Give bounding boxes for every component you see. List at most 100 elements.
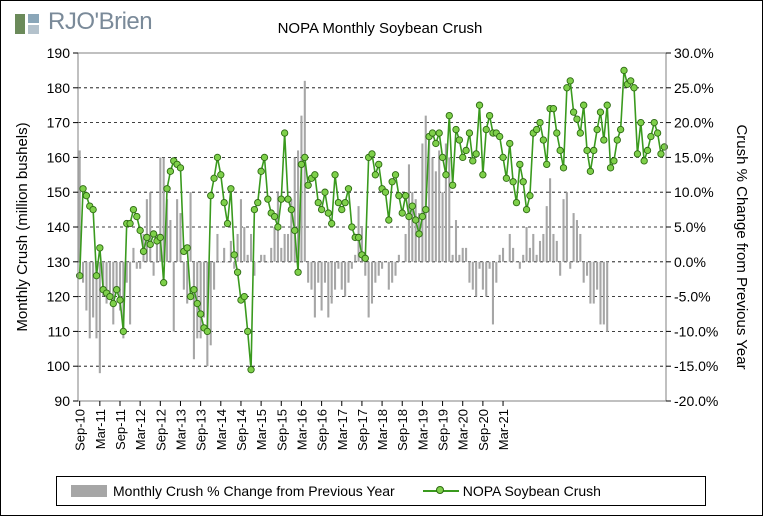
- bar-mark: [488, 261, 491, 269]
- bar-mark: [575, 220, 579, 262]
- line-point: [610, 157, 618, 165]
- line-point: [294, 268, 302, 276]
- line-point: [280, 129, 289, 137]
- bar-mark: [229, 240, 232, 262]
- line-point: [338, 205, 346, 214]
- line-point: [217, 171, 225, 179]
- line-point: [522, 205, 531, 214]
- x-tick-label: Mar-19: [415, 409, 430, 450]
- line-point: [112, 285, 121, 294]
- left-tick-label: 170: [47, 115, 71, 131]
- bar-mark: [102, 261, 105, 297]
- line-point: [643, 146, 652, 155]
- line-point: [512, 198, 521, 207]
- bar-mark: [508, 233, 511, 262]
- line-point: [452, 125, 460, 134]
- line-point: [432, 139, 440, 148]
- bar-mark: [333, 261, 337, 290]
- line-point: [603, 101, 611, 109]
- bar-mark: [219, 261, 222, 263]
- bar-mark: [209, 261, 212, 346]
- line-point: [126, 219, 134, 228]
- bar-mark: [478, 261, 481, 269]
- bar-mark: [552, 233, 555, 262]
- line-point: [176, 164, 185, 172]
- line-point: [415, 230, 423, 238]
- line-point: [257, 167, 265, 175]
- bar-mark: [340, 261, 343, 290]
- bar-mark: [448, 157, 451, 262]
- line-point: [166, 167, 175, 175]
- bar-mark: [518, 261, 521, 269]
- line-point: [109, 299, 117, 308]
- bar-mark: [159, 157, 162, 262]
- line-point: [526, 192, 534, 200]
- line-point: [590, 146, 598, 155]
- right-tick-label: 20.0%: [674, 115, 714, 131]
- bar-mark: [428, 136, 431, 262]
- left-tick-label: 160: [47, 149, 71, 165]
- line-point: [465, 129, 474, 137]
- line-point: [630, 84, 638, 92]
- right-tick-label: 0.0%: [674, 254, 706, 270]
- bar-mark: [411, 192, 414, 262]
- right-tick-label: 25.0%: [674, 80, 714, 96]
- right-tick-label: 30.0%: [674, 45, 714, 61]
- line-point: [438, 153, 447, 162]
- line-point: [422, 205, 430, 214]
- x-tick-label: Sep-19: [436, 409, 451, 451]
- line-point: [207, 192, 215, 200]
- x-tick-label: Sep-11: [113, 409, 128, 450]
- line-point: [146, 240, 154, 249]
- bar-mark: [414, 199, 417, 262]
- x-tick-label: Mar-13: [173, 409, 188, 450]
- bar-mark: [397, 254, 400, 262]
- bar-mark: [596, 261, 599, 290]
- line-point: [210, 174, 218, 182]
- logo-text: RJO'Brien: [48, 8, 153, 35]
- bar-mark: [444, 143, 447, 262]
- bar-mark: [367, 261, 370, 318]
- line-point: [606, 164, 615, 172]
- bar-mark: [384, 261, 387, 263]
- bar-mark: [192, 261, 195, 360]
- line-point: [193, 299, 201, 308]
- line-point: [660, 143, 668, 151]
- bar-mark: [165, 199, 169, 262]
- bar-mark: [549, 178, 552, 262]
- bar-mark: [387, 261, 390, 290]
- line-point: [203, 327, 212, 336]
- x-tick-label: Mar-12: [133, 409, 148, 450]
- bar-mark: [213, 261, 216, 290]
- line-point: [536, 118, 544, 127]
- line-point: [291, 226, 299, 235]
- rjobrien-logo: RJO'Brien: [8, 6, 158, 42]
- bar-mark: [585, 261, 589, 276]
- x-tick-label: Mar-11: [93, 409, 108, 449]
- bar-mark: [438, 150, 441, 262]
- bar-mark: [182, 261, 185, 290]
- bar-mark: [317, 261, 320, 283]
- line-point: [391, 171, 400, 179]
- bar-mark: [303, 80, 306, 262]
- line-point: [190, 285, 198, 294]
- right-tick-label: -15.0%: [674, 358, 718, 374]
- bar-mark: [152, 261, 155, 276]
- bar-mark: [424, 115, 427, 262]
- bar-mark: [559, 261, 562, 276]
- bar-mark: [81, 261, 85, 283]
- line-point: [304, 181, 312, 189]
- line-point: [321, 188, 329, 196]
- bar-mark: [263, 254, 266, 262]
- line-point: [260, 153, 269, 162]
- bar-mark: [92, 261, 95, 318]
- bar-mark: [495, 261, 498, 283]
- bar-mark: [431, 157, 434, 262]
- bar-mark: [569, 261, 572, 269]
- line-point: [586, 167, 595, 175]
- x-tick-label: Sep-17: [355, 409, 370, 451]
- bar-mark: [266, 261, 269, 263]
- bar-mark: [310, 261, 313, 290]
- bar-mark: [105, 261, 108, 304]
- bar-mark: [364, 261, 367, 276]
